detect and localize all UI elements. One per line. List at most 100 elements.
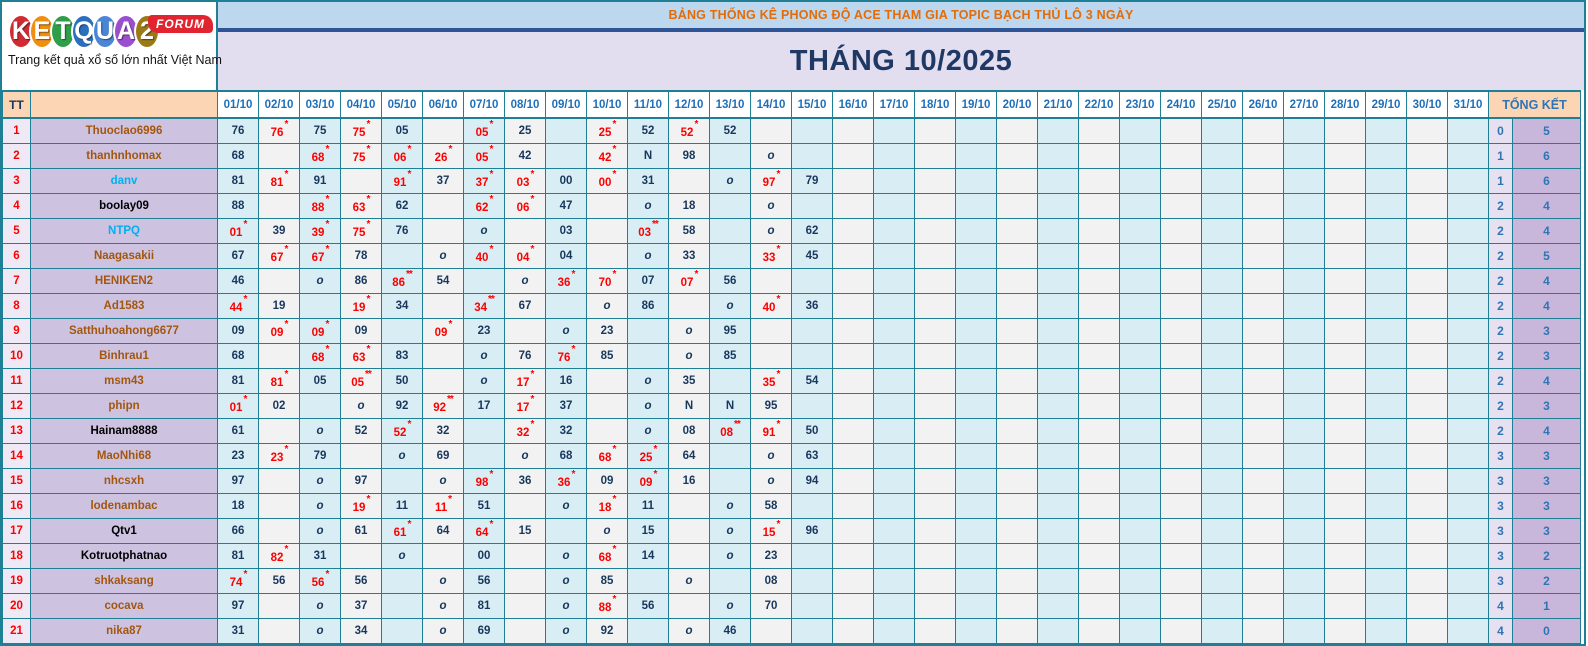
score-cell: o — [545, 318, 587, 344]
miss-marker: o — [316, 500, 324, 512]
summary-score-cell: 4 — [1512, 418, 1581, 444]
hit-value: 03** — [638, 219, 659, 239]
score-cell — [996, 593, 1038, 619]
score-cell: 92 — [586, 618, 628, 644]
pick-value: 69 — [477, 625, 491, 637]
player-row: 6 Naagasakii 67 67* 67* 78 o 40* 04* 04 o 33 33* 45 2 5 — [2, 243, 1581, 269]
tt-cell: 2 — [2, 143, 31, 169]
miss-marker: o — [562, 575, 570, 587]
tt-cell: 13 — [2, 418, 31, 444]
score-cell: o — [586, 293, 628, 319]
score-cell: 68* — [299, 143, 341, 169]
score-cell — [1201, 193, 1243, 219]
score-cell: 75 — [299, 117, 341, 144]
score-cell — [914, 168, 956, 194]
score-cell — [1283, 493, 1325, 519]
pick-value: 11 — [641, 500, 655, 512]
hit-value: 25* — [598, 119, 617, 139]
hit-value: 36* — [557, 269, 576, 289]
summary-rank-cell: 2 — [1488, 368, 1513, 394]
pick-value: 96 — [805, 525, 819, 537]
score-cell — [1119, 418, 1161, 444]
score-cell: o — [504, 443, 546, 469]
score-cell: o — [750, 218, 792, 244]
score-cell: 64 — [422, 518, 464, 544]
score-cell: o — [463, 368, 505, 394]
score-cell — [1365, 368, 1407, 394]
score-cell: 79 — [299, 443, 341, 469]
hit-value: 52* — [393, 419, 412, 439]
hit-value: 75* — [352, 144, 371, 164]
score-cell — [1365, 168, 1407, 194]
score-cell — [1283, 568, 1325, 594]
score-cell: 56 — [709, 268, 751, 294]
score-cell: 08 — [668, 418, 710, 444]
score-cell — [996, 418, 1038, 444]
summary-rank-cell: 3 — [1488, 443, 1513, 469]
pick-value: 37 — [436, 175, 450, 187]
score-cell — [1406, 343, 1448, 369]
summary-score-cell: 2 — [1512, 543, 1581, 569]
score-cell — [1160, 168, 1202, 194]
score-cell: 67* — [299, 243, 341, 269]
score-cell — [996, 268, 1038, 294]
score-cell: 56 — [258, 568, 300, 594]
player-name: boolay09 — [30, 193, 218, 219]
score-cell — [1078, 368, 1120, 394]
pick-value: 36 — [805, 300, 819, 312]
score-cell: 15 — [627, 518, 669, 544]
summary-score-cell: 6 — [1512, 143, 1581, 169]
pick-value: 25 — [518, 125, 532, 137]
score-cell: 95 — [750, 393, 792, 419]
pick-value: 45 — [805, 250, 819, 262]
score-cell — [1283, 318, 1325, 344]
score-cell: 63 — [791, 443, 833, 469]
score-cell — [258, 143, 300, 169]
score-cell: 67 — [217, 243, 259, 269]
score-cell: 52 — [709, 117, 751, 144]
hit-value: 68* — [598, 444, 617, 464]
summary-rank-cell: 2 — [1488, 293, 1513, 319]
score-cell — [955, 543, 997, 569]
score-cell: 75* — [340, 143, 382, 169]
score-cell — [1160, 543, 1202, 569]
score-cell: o — [299, 593, 341, 619]
score-cell: 25* — [586, 117, 628, 144]
summary-rank-cell: 2 — [1488, 218, 1513, 244]
score-cell — [1037, 393, 1079, 419]
score-cell: o — [627, 243, 669, 269]
score-cell — [258, 468, 300, 494]
hit-value: 18* — [598, 494, 617, 514]
score-cell — [1242, 117, 1284, 144]
score-cell — [955, 117, 997, 144]
score-cell: 92** — [422, 393, 464, 419]
score-cell — [1078, 618, 1120, 644]
score-cell: 78 — [340, 243, 382, 269]
player-row: 12 phipn 01* 02 o 92 92** 17 17* 37 o N N 95 2 3 — [2, 393, 1581, 419]
date-header: 15/10 — [791, 90, 833, 119]
hit-value: 88* — [311, 194, 330, 214]
score-cell — [1283, 268, 1325, 294]
pick-value: 68 — [231, 350, 245, 362]
score-cell — [832, 318, 874, 344]
score-cell — [955, 418, 997, 444]
pick-value: 97 — [231, 475, 245, 487]
summary-score-cell: 6 — [1512, 168, 1581, 194]
score-cell — [955, 143, 997, 169]
score-cell — [955, 193, 997, 219]
pick-value: 91 — [313, 175, 327, 187]
score-cell: 11* — [422, 493, 464, 519]
pick-value: 86 — [641, 300, 655, 312]
miss-marker: o — [726, 500, 734, 512]
score-cell — [299, 293, 341, 319]
pick-value: 78 — [354, 250, 368, 262]
score-cell: 02 — [258, 393, 300, 419]
player-name: thanhnhomax — [30, 143, 218, 169]
tt-cell: 15 — [2, 468, 31, 494]
score-cell — [873, 343, 915, 369]
tt-cell: 21 — [2, 618, 31, 644]
summary-score-cell: 5 — [1512, 243, 1581, 269]
score-cell — [1201, 418, 1243, 444]
score-cell: 33 — [668, 243, 710, 269]
